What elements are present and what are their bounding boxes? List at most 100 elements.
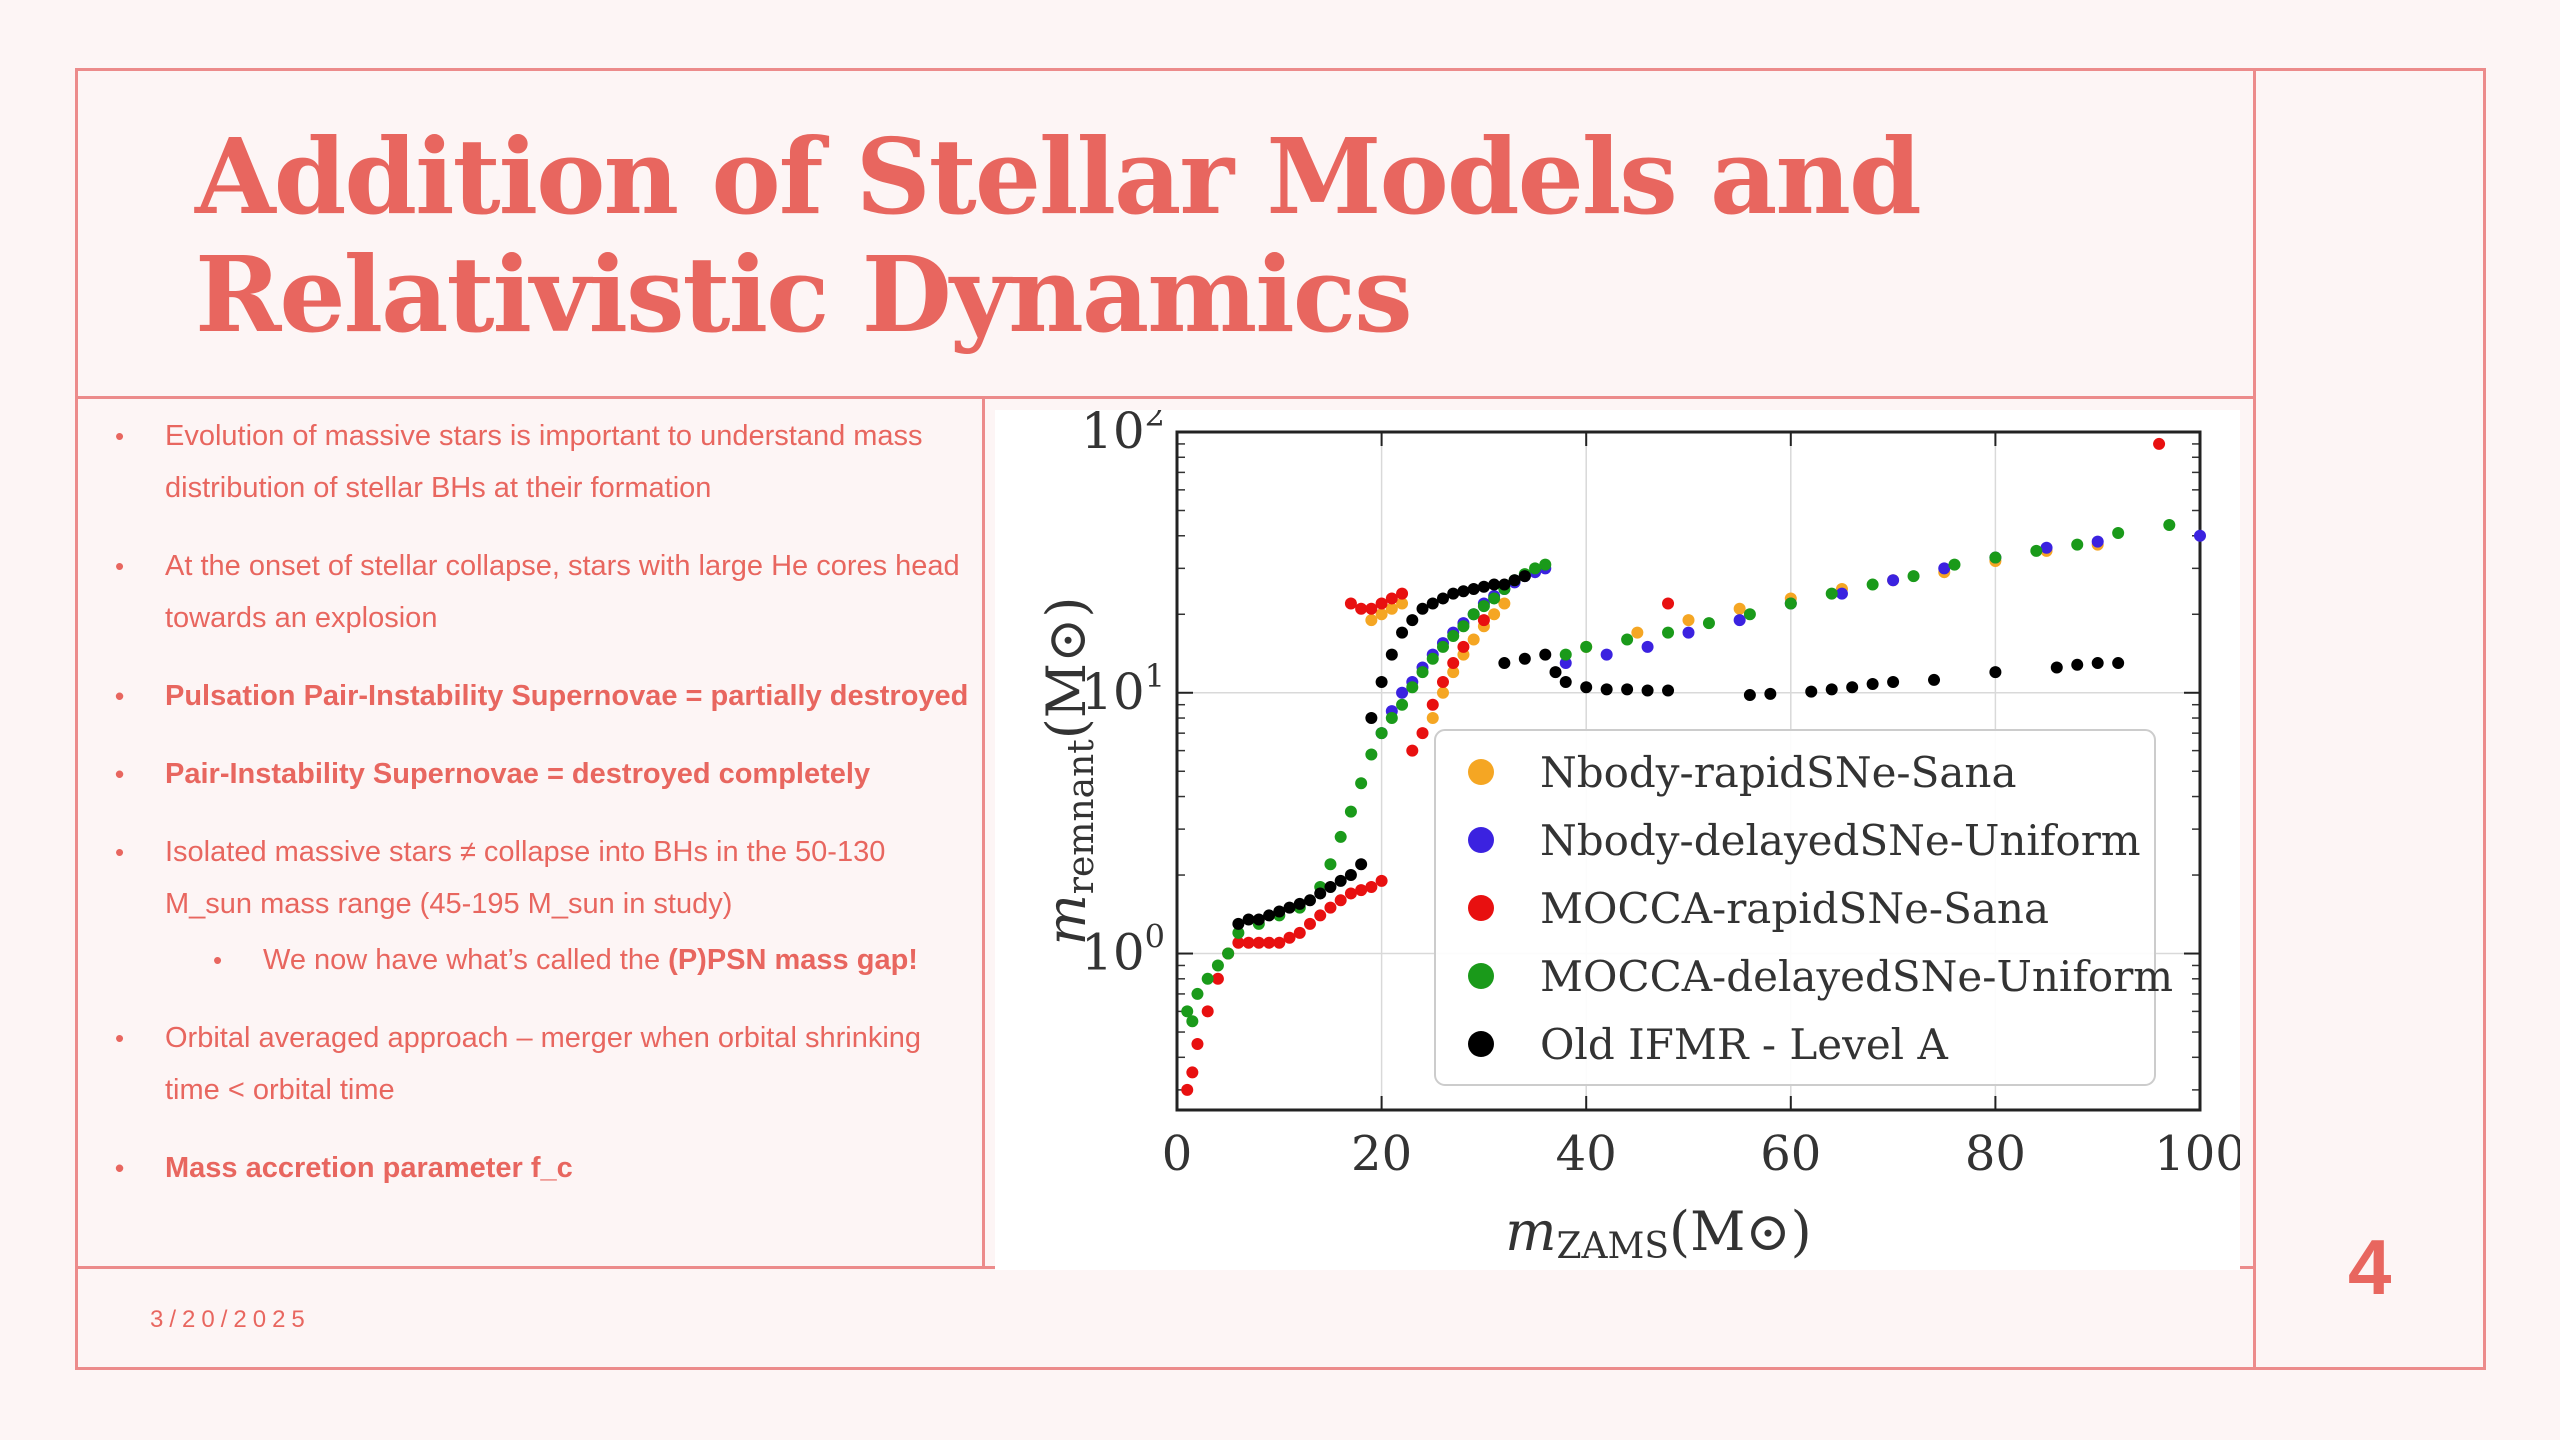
data-point xyxy=(1600,648,1613,661)
data-point xyxy=(1186,1015,1199,1028)
legend-marker xyxy=(1468,759,1494,785)
legend-label: Old IFMR - Level A xyxy=(1540,1020,1948,1069)
data-point xyxy=(1406,744,1419,757)
data-point xyxy=(1467,633,1480,646)
data-point xyxy=(1559,648,1572,661)
data-point xyxy=(1518,570,1531,583)
bullet-text: Orbital averaged approach – merger when … xyxy=(165,1022,922,1106)
data-point xyxy=(1334,830,1347,843)
y-tick-label: 102 xyxy=(1081,410,1165,460)
data-point xyxy=(1365,602,1378,615)
y-axis-label: mremnant(M⊙) xyxy=(1035,597,1102,946)
data-point xyxy=(1508,574,1521,587)
data-point xyxy=(1263,936,1276,949)
data-point xyxy=(1621,633,1634,646)
data-point xyxy=(1457,585,1470,598)
data-point xyxy=(1211,959,1224,972)
data-point xyxy=(1416,727,1429,740)
x-tick-label: 20 xyxy=(1351,1126,1412,1182)
data-point xyxy=(1989,551,2002,564)
data-point xyxy=(1201,972,1214,985)
data-point xyxy=(2153,437,2166,450)
data-point xyxy=(1242,913,1255,926)
data-point xyxy=(1355,602,1368,615)
data-point xyxy=(1426,597,1439,610)
data-point xyxy=(1488,592,1501,605)
data-point xyxy=(1344,869,1357,882)
x-axis-label: mZAMS(M⊙) xyxy=(1505,1200,1811,1267)
data-point xyxy=(1529,562,1542,575)
data-point xyxy=(1263,909,1276,922)
data-point xyxy=(1559,675,1572,688)
data-point xyxy=(1733,614,1746,627)
data-point xyxy=(1733,602,1746,615)
data-point xyxy=(1181,1083,1194,1096)
data-point xyxy=(1303,917,1316,930)
legend-label: Nbody-delayedSNe-Uniform xyxy=(1540,816,2141,865)
bullet-text: At the onset of stellar collapse, stars … xyxy=(165,550,960,634)
data-point xyxy=(1406,681,1419,694)
data-point xyxy=(1549,666,1562,679)
data-point xyxy=(1324,880,1337,893)
data-point xyxy=(1436,675,1449,688)
data-point xyxy=(1222,947,1235,960)
data-point xyxy=(1293,897,1306,910)
data-point xyxy=(1186,1066,1199,1079)
bullet-item: Pulsation Pair-Instability Supernovae = … xyxy=(115,670,975,722)
data-point xyxy=(1825,683,1838,696)
x-tick-label: 60 xyxy=(1760,1126,1821,1182)
sub-bullet-text: We now have what’s called the xyxy=(263,944,669,976)
slide-title: Addition of Stellar Models and Relativis… xyxy=(195,118,2175,354)
x-tick-label: 100 xyxy=(2154,1126,2240,1182)
data-point xyxy=(1365,748,1378,761)
data-point xyxy=(1201,1005,1214,1018)
remnant-mass-chart: 0 20 40 60 80 100 100 101 102 mZAMS(M⊙) mremnant(M… xyxy=(1035,396,2246,1267)
data-point xyxy=(1887,675,1900,688)
legend-box xyxy=(1434,729,2156,1086)
data-point xyxy=(1682,626,1695,639)
data-point xyxy=(1866,578,1879,591)
data-point xyxy=(1365,880,1378,893)
data-point xyxy=(1375,874,1388,887)
data-point xyxy=(2050,661,2063,674)
data-point xyxy=(1211,972,1224,985)
data-point xyxy=(1682,614,1695,627)
data-point xyxy=(1385,712,1398,725)
plot-area-frame xyxy=(1175,430,2202,1112)
data-point xyxy=(1743,689,1756,702)
data-point xyxy=(1344,805,1357,818)
bullet-item: Pair-Instability Supernovae = destroyed … xyxy=(115,748,975,800)
data-point xyxy=(1385,602,1398,615)
data-point xyxy=(1396,597,1409,610)
bullet-text: Pulsation Pair-Instability Supernovae = … xyxy=(165,680,969,712)
data-point xyxy=(1907,570,1920,583)
data-point xyxy=(1518,652,1531,665)
data-point xyxy=(1375,675,1388,688)
data-point xyxy=(1621,683,1634,696)
data-point xyxy=(1488,578,1501,591)
data-point xyxy=(1375,608,1388,621)
data-point xyxy=(1600,683,1613,696)
data-point xyxy=(2071,658,2084,671)
data-point xyxy=(1447,666,1460,679)
data-point xyxy=(1457,620,1470,633)
data-point xyxy=(1314,909,1327,922)
data-point xyxy=(1641,684,1654,697)
data-point xyxy=(1355,777,1368,790)
data-point xyxy=(1866,678,1879,691)
x-tick-label: 0 xyxy=(1162,1126,1193,1182)
y-tick-label: 100 xyxy=(1081,918,1165,982)
data-point xyxy=(1436,640,1449,653)
right-divider xyxy=(2253,68,2256,1370)
bullet-text: Pair-Instability Supernovae = destroyed … xyxy=(165,758,871,790)
data-point xyxy=(1396,698,1409,711)
legend-marker xyxy=(1468,827,1494,853)
legend-label: MOCCA-delayedSNe-Uniform xyxy=(1540,952,2173,1001)
data-point xyxy=(1825,587,1838,600)
data-point xyxy=(1467,582,1480,595)
data-point xyxy=(1498,597,1511,610)
sub-bullet-item: We now have what’s called the (P)PSN mas… xyxy=(115,934,975,986)
data-point xyxy=(1191,1037,1204,1050)
bullet-text: Isolated massive stars ≠ collapse into B… xyxy=(165,836,886,920)
data-point xyxy=(1334,874,1347,887)
